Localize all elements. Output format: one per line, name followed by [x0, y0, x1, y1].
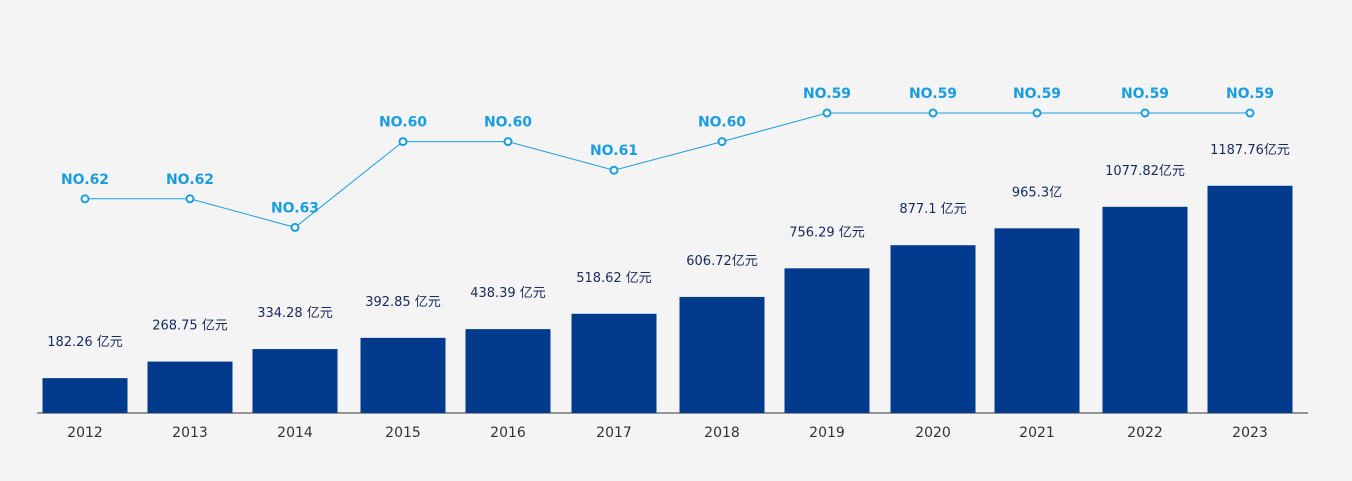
bar-2014 — [252, 349, 338, 413]
bar-2016 — [465, 329, 551, 413]
rank-label-2023: NO.59 — [1226, 86, 1274, 102]
rank-point-2013 — [185, 194, 195, 204]
bar-value-label-2016: 438.39 亿元 — [470, 286, 546, 301]
rank-point-2023 — [1245, 108, 1255, 118]
bar-2012 — [42, 378, 128, 413]
bar-value-label-2013: 268.75 亿元 — [152, 319, 228, 334]
rank-point-2016 — [503, 137, 513, 147]
rank-point-2015 — [398, 137, 408, 147]
bar-value-label-2023: 1187.76亿元 — [1210, 143, 1290, 158]
rank-label-2013: NO.62 — [166, 172, 214, 188]
rank-label-2020: NO.59 — [909, 86, 957, 102]
bar-value-label-2022: 1077.82亿元 — [1105, 164, 1185, 179]
rank-label-2012: NO.62 — [61, 172, 109, 188]
bar-value-labels: 182.26 亿元 268.75 亿元 334.28 亿元 392.85 亿元 438.… — [47, 143, 1290, 350]
rank-label-2017: NO.61 — [590, 143, 638, 159]
x-tick-label-2021: 2021 — [1019, 425, 1055, 441]
rank-point-2022 — [1140, 108, 1150, 118]
rank-label-2021: NO.59 — [1013, 86, 1061, 102]
rank-point-2019 — [822, 108, 832, 118]
bar-value-label-2019: 756.29 亿元 — [789, 225, 865, 240]
rank-point-2012 — [80, 194, 90, 204]
x-tick-label-2015: 2015 — [385, 425, 421, 441]
x-tick-label-2020: 2020 — [915, 425, 951, 441]
rank-label-2016: NO.60 — [484, 115, 532, 131]
x-tick-label-2016: 2016 — [490, 425, 526, 441]
bar-value-label-2012: 182.26 亿元 — [47, 335, 123, 350]
x-tick-label-2019: 2019 — [809, 425, 845, 441]
bar-value-label-2021: 965.3亿 — [1012, 185, 1062, 200]
rank-point-2018 — [717, 137, 727, 147]
x-tick-label-2013: 2013 — [172, 425, 208, 441]
bar-2021 — [994, 228, 1080, 413]
bar-value-label-2017: 518.62 亿元 — [576, 271, 652, 286]
bar-2020 — [890, 245, 976, 413]
bar-2018 — [679, 296, 765, 413]
x-tick-label-2018: 2018 — [704, 425, 740, 441]
x-tick-label-2014: 2014 — [277, 425, 313, 441]
bar-value-label-2020: 877.1 亿元 — [899, 202, 966, 217]
bar-2023 — [1207, 185, 1293, 413]
bar-value-label-2014: 334.28 亿元 — [257, 306, 333, 321]
bar-value-label-2018: 606.72亿元 — [686, 254, 758, 269]
rank-line — [85, 112, 1250, 228]
rank-point-2020 — [928, 108, 938, 118]
bar-series — [42, 185, 1293, 413]
bar-2015 — [360, 337, 446, 413]
bar-value-label-2015: 392.85 亿元 — [365, 295, 441, 310]
rank-label-2022: NO.59 — [1121, 86, 1169, 102]
rank-point-2021 — [1032, 108, 1042, 118]
rank-label-2015: NO.60 — [379, 115, 427, 131]
rank-label-2019: NO.59 — [803, 86, 851, 102]
rank-point-2014 — [290, 222, 300, 232]
x-axis-tick-labels: 2012 2013 2014 2015 2016 2017 2018 2019 2020 2021… — [67, 425, 1268, 441]
x-tick-label-2023: 2023 — [1232, 425, 1268, 441]
x-tick-label-2022: 2022 — [1127, 425, 1163, 441]
bar-2022 — [1102, 206, 1188, 413]
rank-line-series — [80, 108, 1255, 232]
rank-labels: NO.62 NO.62 NO.63 NO.60 NO.60 NO.61 NO.60 NO.59… — [61, 86, 1274, 216]
x-tick-label-2012: 2012 — [67, 425, 103, 441]
rank-point-2017 — [609, 165, 619, 175]
x-tick-label-2017: 2017 — [596, 425, 632, 441]
bar-2019 — [784, 268, 870, 413]
bar-2013 — [147, 361, 233, 413]
rank-label-2014: NO.63 — [271, 200, 319, 216]
rank-label-2018: NO.60 — [698, 115, 746, 131]
bar-2017 — [571, 313, 657, 413]
